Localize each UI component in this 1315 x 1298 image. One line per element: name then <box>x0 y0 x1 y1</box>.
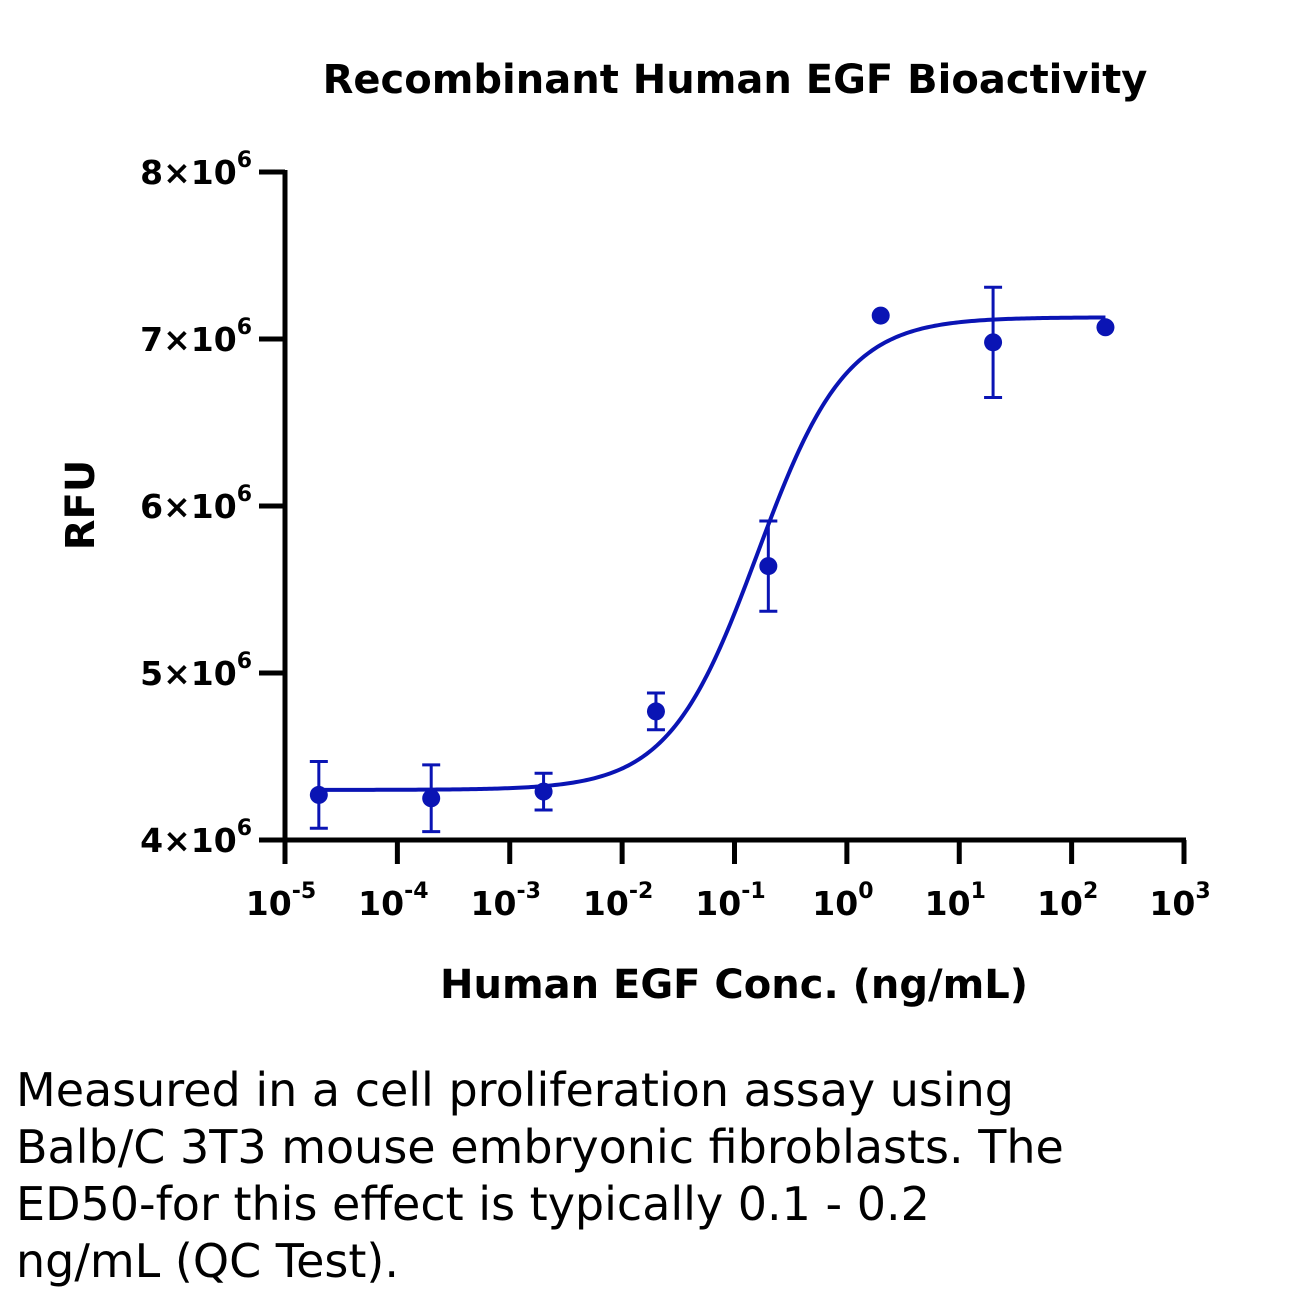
x-tick-label: 102 <box>1037 879 1098 923</box>
x-tick-label: 10-4 <box>358 879 428 923</box>
caption: Measured in a cell proliferation assay u… <box>16 1062 1216 1290</box>
x-tick-label: 10-1 <box>695 879 765 923</box>
chart-title: Recombinant Human EGF Bioactivity <box>323 57 1148 103</box>
x-tick-label: 101 <box>925 879 986 923</box>
data-point <box>759 557 778 576</box>
caption-line: Measured in a cell proliferation assay u… <box>16 1063 1015 1117</box>
caption-line: ED50-for this effect is typically 0.1 - … <box>16 1177 930 1231</box>
fit-curve <box>318 315 1106 792</box>
data-point <box>1096 318 1115 337</box>
x-axis-label: Human EGF Conc. (ng/mL) <box>440 962 1028 1008</box>
bioactivity-chart: Recombinant Human EGF Bioactivity RFU Hu… <box>58 57 1211 1008</box>
y-tick-label: 8×106 <box>140 148 252 192</box>
y-tick-label: 4×106 <box>140 816 252 860</box>
x-tick-label: 100 <box>812 879 873 923</box>
x-tick-label: 10-5 <box>246 879 316 923</box>
x-tick-label: 103 <box>1149 879 1210 923</box>
y-tick-label: 5×106 <box>140 649 252 693</box>
x-tick-label: 10-2 <box>583 879 653 923</box>
data-point <box>422 789 441 808</box>
data-point <box>984 333 1003 352</box>
y-tick-label: 7×106 <box>140 315 252 359</box>
data-point <box>534 782 553 801</box>
caption-line: ng/mL (QC Test). <box>16 1234 399 1288</box>
data-point <box>646 702 665 721</box>
caption-line: Balb/C 3T3 mouse embryonic fibroblasts. … <box>16 1120 1064 1174</box>
data-point <box>309 785 328 804</box>
y-axis-label: RFU <box>58 460 104 551</box>
y-tick-label: 6×106 <box>140 482 252 526</box>
x-tick-label: 10-3 <box>471 879 541 923</box>
data-point <box>871 306 890 325</box>
